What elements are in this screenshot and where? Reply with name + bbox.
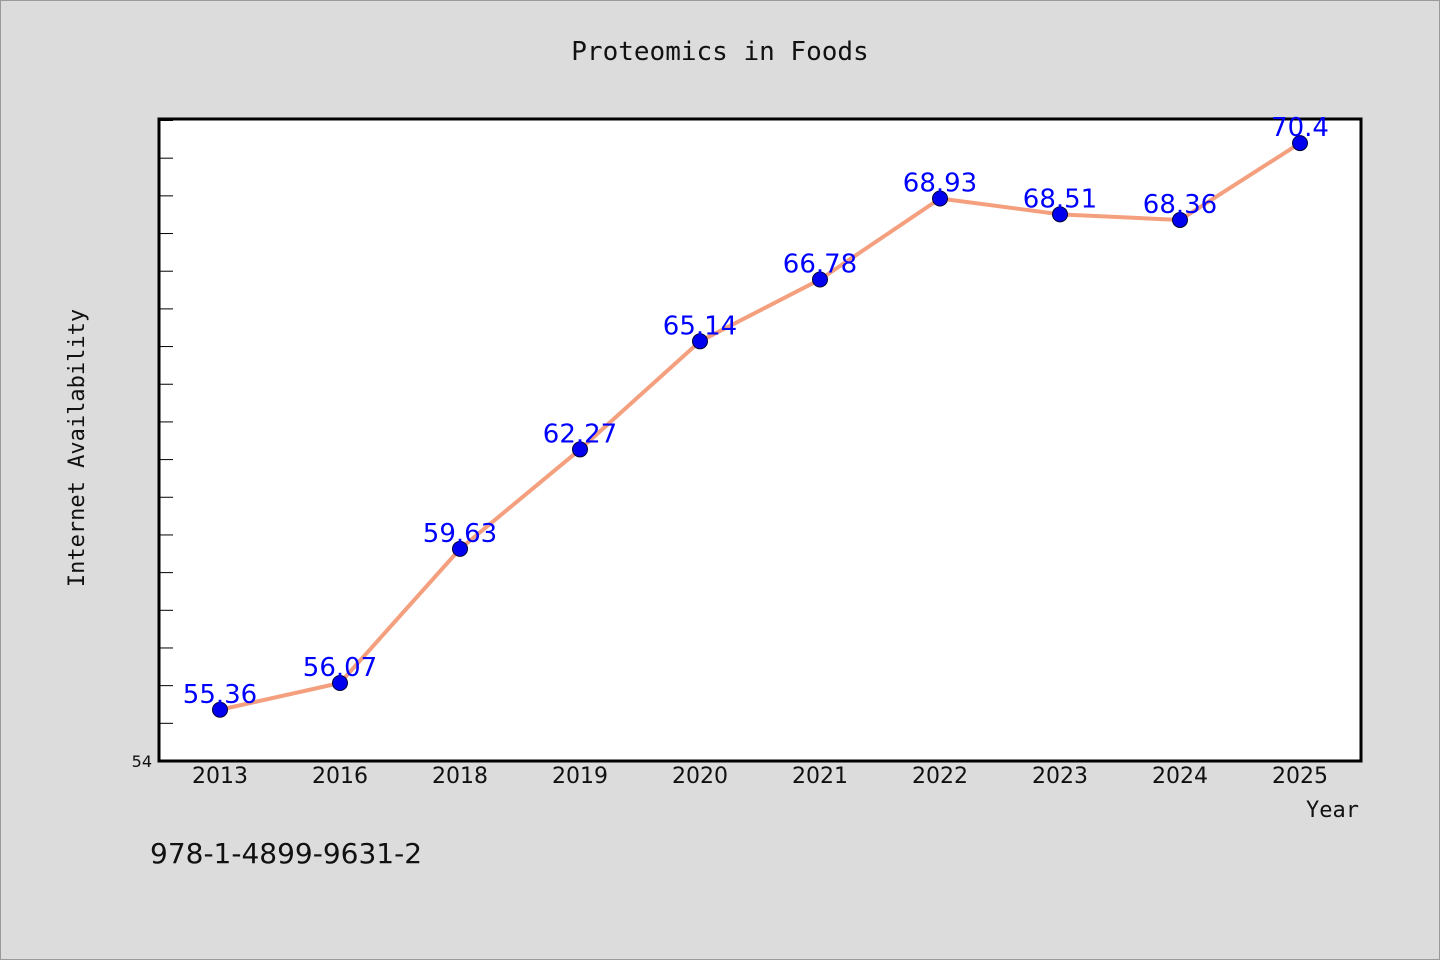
data-point xyxy=(452,540,468,557)
data-label: 65.14 xyxy=(663,311,737,341)
x-tick-label: 2023 xyxy=(1032,764,1088,789)
data-point xyxy=(1052,206,1068,223)
x-tick-label: 2025 xyxy=(1272,764,1328,789)
x-tick-label: 2020 xyxy=(672,764,728,789)
data-labels: 55.36 56.07 59.63 62.27 65.14 66.78 68.93 68.51… xyxy=(183,113,1329,710)
series-line xyxy=(219,141,1302,712)
data-label: 62.27 xyxy=(543,419,617,449)
data-point xyxy=(1292,135,1308,152)
data-point xyxy=(812,271,828,288)
x-axis-tick-labels: 2013 2016 2018 2019 2020 2021 2022 2023 2024 2025 xyxy=(192,764,1328,789)
y-axis-ticks xyxy=(159,120,173,724)
data-point xyxy=(212,701,228,718)
data-point xyxy=(1172,211,1188,228)
y-axis-label: Internet Availability xyxy=(65,309,90,587)
data-point xyxy=(332,675,348,692)
y-tick-label: 54 xyxy=(132,752,152,771)
x-tick-label: 2021 xyxy=(792,764,848,789)
data-label: 68.51 xyxy=(1023,184,1097,214)
data-label: 66.78 xyxy=(783,250,857,280)
data-point xyxy=(692,333,708,350)
x-tick-label: 2019 xyxy=(552,764,608,789)
x-tick-label: 2013 xyxy=(192,764,248,789)
data-point xyxy=(572,441,588,458)
data-point xyxy=(932,190,948,207)
x-tick-label: 2024 xyxy=(1152,764,1208,789)
x-tick-label: 2022 xyxy=(912,764,968,789)
series-markers xyxy=(212,135,1308,718)
data-label: 55.36 xyxy=(183,680,257,710)
data-label: 70.4 xyxy=(1271,113,1329,143)
plot-area xyxy=(157,117,1363,763)
data-label: 56.07 xyxy=(303,653,377,683)
chart-title: Proteomics in Foods xyxy=(571,37,868,67)
x-tick-label: 2016 xyxy=(312,764,368,789)
data-label: 68.36 xyxy=(1143,190,1217,220)
data-label: 59.63 xyxy=(423,519,497,549)
data-label: 68.93 xyxy=(903,168,977,198)
x-tick-label: 2018 xyxy=(432,764,488,789)
x-axis-label: Year xyxy=(1306,798,1359,823)
isbn-text: 978-1-4899-9631-2 xyxy=(150,837,422,870)
